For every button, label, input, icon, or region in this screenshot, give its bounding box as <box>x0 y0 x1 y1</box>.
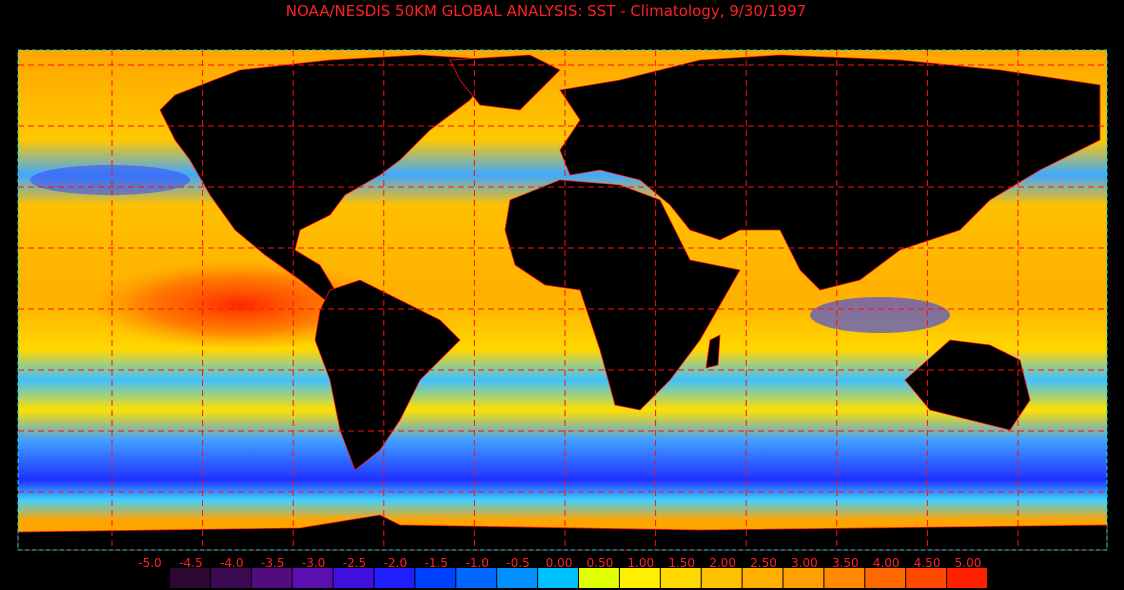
graticule <box>18 50 1107 550</box>
colorbar-swatch <box>701 568 742 588</box>
colorbar-label: -1.0 <box>465 556 488 570</box>
colorbar: -5.0 -4.5 -4.0 -3.5 -3.0 -2.5 -2.0 -1.5 -1.0 -0.5… <box>138 556 987 588</box>
colorbar-label: -4.5 <box>179 556 202 570</box>
colorbar-swatch <box>292 568 333 588</box>
colorbar-swatch <box>538 568 578 588</box>
colorbar-swatch <box>374 568 415 588</box>
colorbar-swatch <box>497 568 538 588</box>
colorbar-label: 1.50 <box>668 556 695 570</box>
eurasia <box>559 54 1101 291</box>
map-frame <box>17 49 1108 551</box>
colorbar-label: 2.50 <box>750 556 777 570</box>
colorbar-swatch <box>783 568 824 588</box>
colorbar-label: -4.0 <box>220 556 243 570</box>
colorbar-swatch <box>824 568 865 588</box>
cool-anomaly <box>810 297 950 333</box>
colorbar-label: 0.50 <box>587 556 614 570</box>
colorbar-label: 4.00 <box>873 556 900 570</box>
greenland <box>449 54 561 111</box>
colorbar-label: 5.00 <box>955 556 982 570</box>
colorbar-label: -2.0 <box>384 556 407 570</box>
colorbar-label: 0.00 <box>546 556 573 570</box>
colorbar-label: 4.50 <box>914 556 941 570</box>
australia <box>904 339 1031 431</box>
colorbar-label: -5.0 <box>138 556 161 570</box>
colorbar-swatch <box>619 568 660 588</box>
colorbar-swatch <box>251 568 292 588</box>
colorbar-swatch <box>742 568 783 588</box>
colorbar-label: 2.00 <box>709 556 736 570</box>
colorbar-label: 3.00 <box>791 556 818 570</box>
colorbar-swatch <box>660 568 701 588</box>
colorbar-swatch <box>210 568 251 588</box>
colorbar-swatch <box>579 568 619 588</box>
antarctica <box>17 514 1108 551</box>
colorbar-label: -0.5 <box>506 556 529 570</box>
map-title: NOAA/NESDIS 50KM GLOBAL ANALYSIS: SST - … <box>286 2 806 20</box>
colorbar-swatch <box>170 568 210 588</box>
colorbar-label: 1.00 <box>627 556 654 570</box>
colorbar-swatch <box>333 568 374 588</box>
colorbar-swatch <box>456 568 497 588</box>
africa <box>504 179 741 411</box>
colorbar-label: -3.0 <box>302 556 325 570</box>
map <box>17 49 1108 551</box>
colorbar-label: -3.5 <box>261 556 284 570</box>
colorbar-label: 3.50 <box>832 556 859 570</box>
colorbar-swatch <box>415 568 456 588</box>
colorbar-swatch <box>947 568 987 588</box>
colorbar-swatch <box>906 568 947 588</box>
south-america <box>314 279 461 471</box>
colorbar-label: -2.5 <box>343 556 366 570</box>
colorbar-label: -1.5 <box>425 556 448 570</box>
cool-anomaly <box>30 165 190 195</box>
colorbar-swatch <box>865 568 906 588</box>
madagascar <box>705 334 721 369</box>
